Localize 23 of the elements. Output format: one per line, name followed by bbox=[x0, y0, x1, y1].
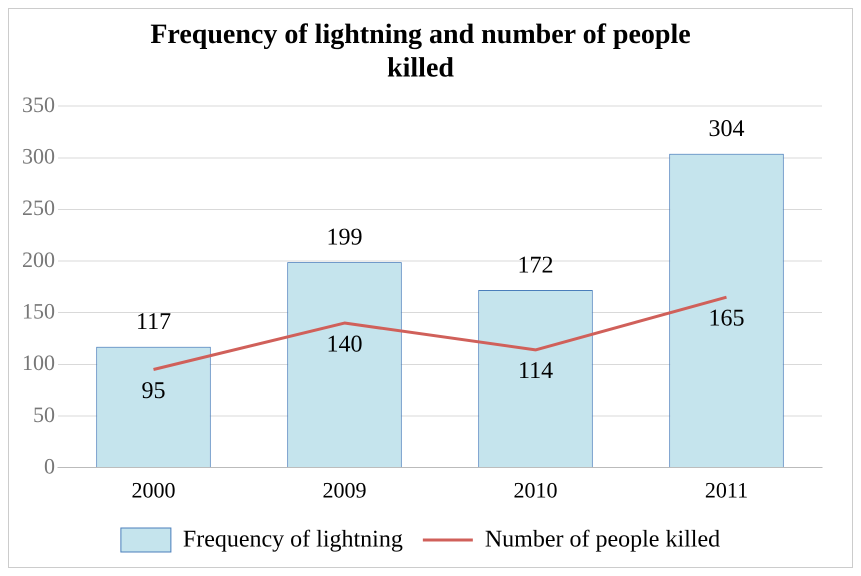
y-tick-label: 250 bbox=[22, 195, 55, 220]
data-label: 117 bbox=[136, 309, 172, 336]
y-tick-label: 0 bbox=[44, 453, 55, 478]
legend-label: Number of people killed bbox=[484, 526, 720, 552]
y-tick-label: 200 bbox=[22, 246, 55, 272]
chart-title: Frequency of lightning and number of people killed bbox=[150, 19, 691, 84]
x-tick-label: 2011 bbox=[704, 478, 748, 503]
legend-label: Frequency of lightning bbox=[182, 526, 403, 552]
y-tick-label: 350 bbox=[22, 92, 55, 117]
data-label: 199 bbox=[326, 224, 362, 250]
data-label: 140 bbox=[326, 331, 362, 358]
x-tick-label: 2000 bbox=[132, 478, 176, 503]
y-tick-label: 50 bbox=[33, 402, 55, 427]
y-tick-label: 150 bbox=[22, 298, 55, 324]
y-tick-label: 300 bbox=[22, 144, 55, 169]
data-label: 114 bbox=[518, 358, 554, 384]
data-label: 95 bbox=[142, 378, 166, 404]
x-tick-label: 2010 bbox=[514, 478, 558, 503]
x-tick-label: 2009 bbox=[322, 478, 366, 503]
data-label: 172 bbox=[518, 252, 554, 278]
data-label: 304 bbox=[708, 116, 744, 142]
y-tick-label: 100 bbox=[22, 350, 55, 376]
data-label: 165 bbox=[708, 306, 744, 332]
